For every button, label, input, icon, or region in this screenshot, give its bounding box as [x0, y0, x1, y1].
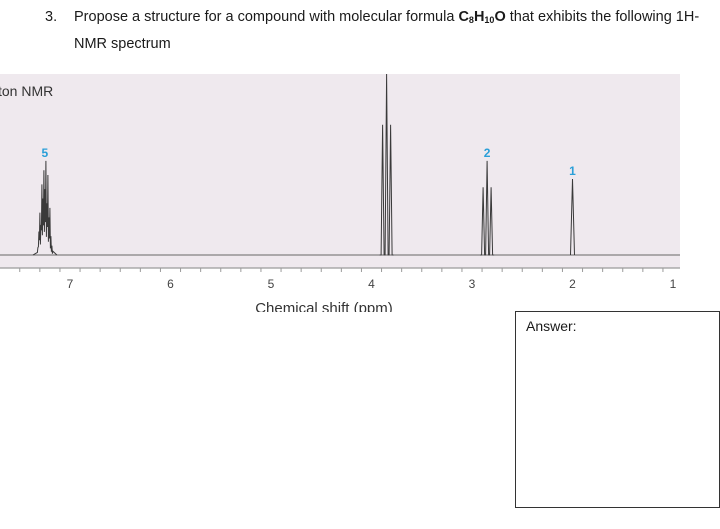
peak-trace [379, 73, 394, 256]
peak-trace [570, 178, 575, 256]
x-tick-label: 1 [670, 277, 677, 291]
x-tick-label: 7 [67, 277, 74, 291]
integration-label: 2 [484, 146, 491, 160]
integration-label: 5 [42, 146, 49, 160]
x-axis-ticks: 7 6 5 4 3 2 1 [19, 268, 677, 291]
nmr-spectrum-chart: ton NMR 5 2 2 1 7 6 5 4 3 2 1 Chemical shift (ppm… [0, 72, 680, 312]
x-tick-label: 5 [268, 277, 275, 291]
x-tick-label: 4 [368, 277, 375, 291]
x-tick-label: 3 [469, 277, 476, 291]
question-text-after: that exhibits the following 1H-NMR spect… [74, 9, 700, 52]
integration-label: 1 [569, 164, 576, 178]
question-text-before: Propose a structure for a compound with … [74, 9, 459, 25]
plot-background [0, 74, 680, 268]
peaks-layer: 5 2 2 1 [0, 72, 680, 256]
question-text: Propose a structure for a compound with … [74, 5, 717, 56]
nmr-peak: 1 [569, 164, 576, 256]
nmr-peak: 2 [379, 72, 394, 256]
peak-trace [32, 160, 58, 256]
molecular-formula: C8H10O [458, 9, 506, 25]
integration-label: 2 [383, 72, 390, 73]
nmr-peak: 5 [32, 146, 58, 256]
question-number: 3. [45, 9, 58, 25]
x-tick-label: 2 [569, 277, 576, 291]
nmr-peak: 2 [480, 146, 495, 256]
peak-trace [480, 160, 495, 256]
x-axis-label: Chemical shift (ppm) [255, 300, 393, 312]
answer-label: Answer: [526, 318, 577, 334]
chart-title: ton NMR [0, 83, 53, 99]
answer-box[interactable]: Answer: [515, 311, 720, 508]
x-tick-label: 6 [167, 277, 174, 291]
